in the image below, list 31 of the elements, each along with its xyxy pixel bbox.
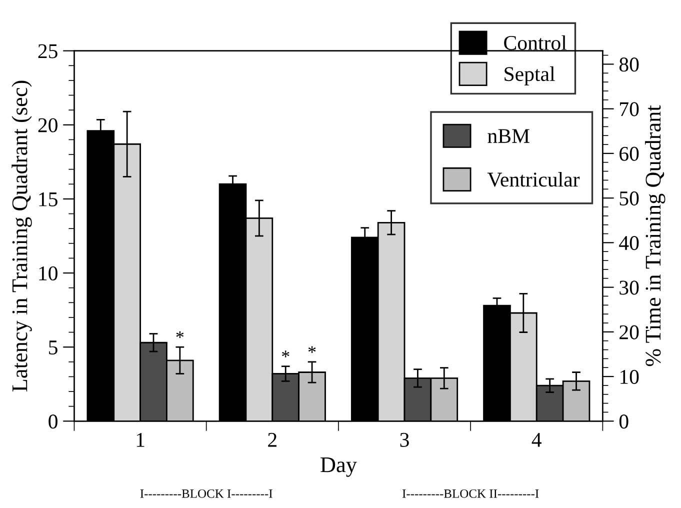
legend-label: Control	[504, 35, 566, 50]
y2-tick-label: 50	[620, 191, 639, 206]
y-tick-label: 0	[48, 414, 58, 429]
text: I---------BLOCK I---------I	[140, 489, 272, 498]
y-tick-label: 10	[39, 266, 58, 280]
y-axis-title: Latency in Training Quadrant (sec)	[12, 80, 32, 392]
legend-label: Ventricular	[487, 172, 580, 187]
y2-tick-label: 60	[620, 146, 639, 161]
y2-tick-label: 20	[620, 325, 639, 340]
y2-tick-label: 40	[619, 236, 639, 250]
y-tick-label: 20	[38, 118, 58, 132]
legend-label: nBM	[488, 129, 530, 143]
x-axis-title: Day	[320, 457, 357, 477]
x-tick-label: 3	[400, 432, 409, 447]
text: I---------BLOCK II---------I	[402, 489, 539, 498]
x-tick-label: 1	[136, 432, 144, 447]
x-tick-label: 4	[532, 432, 542, 447]
x-tick-label: 2	[268, 432, 276, 447]
y2-tick-label: 10	[620, 370, 639, 384]
annotation: *	[282, 350, 290, 358]
y2-tick-label: 80	[619, 58, 639, 72]
annotation: *	[176, 331, 184, 338]
y-tick-label: 25	[38, 44, 58, 58]
y2-axis-title: % Time in Training Quadrant	[645, 105, 666, 366]
y-tick-label: 5	[49, 340, 58, 354]
legend-label: Septal	[504, 66, 555, 86]
y-tick-label: 15	[39, 192, 58, 206]
y2-tick-label: 70	[620, 102, 639, 116]
y2-tick-label: 30	[620, 280, 639, 295]
annotation: *	[308, 346, 316, 353]
y2-tick-label: 0	[619, 414, 628, 429]
